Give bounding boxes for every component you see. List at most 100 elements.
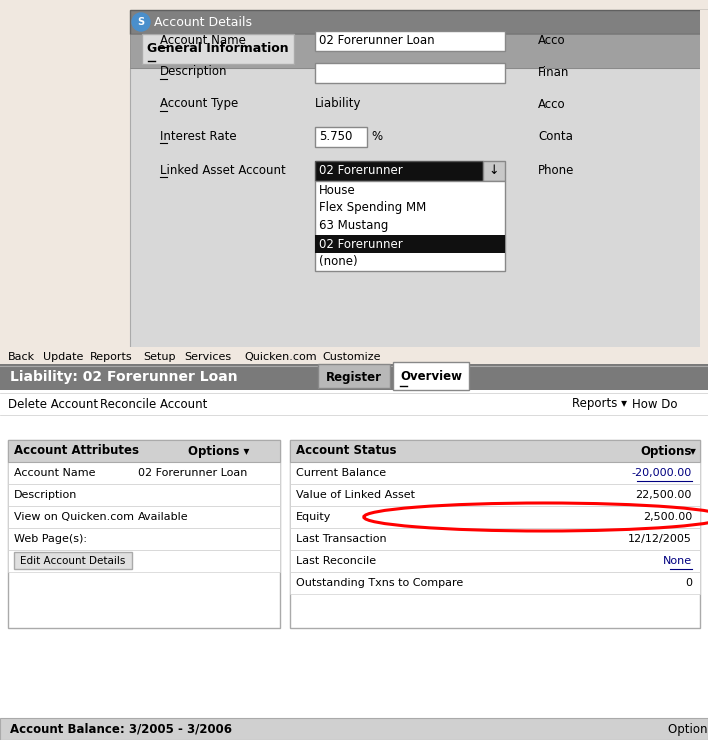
Text: Liability: Liability bbox=[315, 98, 362, 110]
Bar bbox=[8, 484, 280, 506]
Bar bbox=[8, 462, 280, 484]
Text: Interest Rate: Interest Rate bbox=[160, 130, 236, 143]
Text: Phone: Phone bbox=[538, 164, 574, 177]
Text: Update: Update bbox=[42, 352, 83, 362]
Text: Finan: Finan bbox=[538, 66, 569, 78]
Bar bbox=[290, 440, 700, 462]
Bar bbox=[14, 552, 132, 569]
Text: Options ▾: Options ▾ bbox=[668, 722, 708, 736]
Bar bbox=[315, 63, 505, 83]
Text: -20,000.00: -20,000.00 bbox=[632, 468, 692, 478]
Text: Flex Spending MM: Flex Spending MM bbox=[319, 201, 426, 215]
Text: Account Status: Account Status bbox=[296, 445, 396, 457]
Text: Description: Description bbox=[14, 490, 77, 500]
Text: Last Transaction: Last Transaction bbox=[296, 534, 387, 544]
Text: Reports ▾: Reports ▾ bbox=[572, 397, 627, 411]
Text: Delete Account: Delete Account bbox=[8, 397, 98, 411]
Text: Register: Register bbox=[326, 371, 382, 383]
Bar bbox=[0, 347, 708, 367]
Text: Account Balance: 3/2005 - 3/2006: Account Balance: 3/2005 - 3/2006 bbox=[10, 722, 232, 736]
Text: ↓: ↓ bbox=[489, 164, 499, 177]
Text: Available: Available bbox=[138, 512, 188, 522]
Text: None: None bbox=[663, 556, 692, 566]
Bar bbox=[8, 550, 280, 572]
Text: ▾: ▾ bbox=[690, 445, 696, 457]
Bar bbox=[0, 718, 708, 740]
Bar bbox=[700, 10, 708, 350]
Text: Account Type: Account Type bbox=[160, 98, 239, 110]
Text: Last Reconcile: Last Reconcile bbox=[296, 556, 376, 566]
Text: S: S bbox=[137, 17, 144, 27]
Text: Liability: 02 Forerunner Loan: Liability: 02 Forerunner Loan bbox=[10, 370, 238, 384]
Text: Reconcile Account: Reconcile Account bbox=[100, 397, 207, 411]
Text: Account Name: Account Name bbox=[160, 33, 246, 47]
Text: 63 Mustang: 63 Mustang bbox=[319, 220, 389, 232]
Bar bbox=[8, 440, 280, 628]
Text: Quicken.com: Quicken.com bbox=[244, 352, 316, 362]
Bar bbox=[8, 528, 280, 550]
Text: Options ▾: Options ▾ bbox=[188, 445, 249, 457]
Text: Account Details: Account Details bbox=[154, 16, 252, 29]
Text: 22,500.00: 22,500.00 bbox=[636, 490, 692, 500]
Text: How Do: How Do bbox=[632, 397, 678, 411]
Bar bbox=[290, 440, 700, 628]
Text: Linked Asset Account: Linked Asset Account bbox=[160, 164, 286, 177]
Text: Setup: Setup bbox=[144, 352, 176, 362]
Text: Edit Account Details: Edit Account Details bbox=[21, 556, 126, 566]
Bar bbox=[130, 34, 708, 68]
Text: 5.750: 5.750 bbox=[319, 130, 353, 143]
Bar bbox=[290, 462, 700, 484]
Text: Value of Linked Asset: Value of Linked Asset bbox=[296, 490, 415, 500]
Text: Current Balance: Current Balance bbox=[296, 468, 386, 478]
Text: Web Page(s):: Web Page(s): bbox=[14, 534, 87, 544]
Bar bbox=[318, 364, 390, 388]
Text: Conta: Conta bbox=[538, 130, 573, 143]
Bar bbox=[315, 127, 367, 147]
Text: Equity: Equity bbox=[296, 512, 331, 522]
Bar bbox=[315, 235, 505, 253]
Text: Account Attributes: Account Attributes bbox=[14, 445, 139, 457]
Bar bbox=[142, 34, 294, 64]
Text: 2,500.00: 2,500.00 bbox=[643, 512, 692, 522]
Text: 12/12/2005: 12/12/2005 bbox=[628, 534, 692, 544]
Bar bbox=[0, 364, 708, 390]
Bar bbox=[8, 440, 280, 462]
Bar bbox=[8, 506, 280, 528]
Text: Options: Options bbox=[640, 445, 692, 457]
Bar bbox=[393, 362, 469, 390]
Text: Outstanding Txns to Compare: Outstanding Txns to Compare bbox=[296, 578, 463, 588]
Bar bbox=[315, 181, 505, 271]
Text: Acco: Acco bbox=[538, 33, 566, 47]
Bar bbox=[290, 550, 700, 572]
Bar bbox=[0, 349, 708, 352]
Text: 02 Forerunner: 02 Forerunner bbox=[319, 164, 403, 177]
Bar bbox=[0, 393, 708, 415]
Bar bbox=[290, 572, 700, 594]
Text: 02 Forerunner Loan: 02 Forerunner Loan bbox=[319, 33, 435, 47]
Text: House: House bbox=[319, 184, 355, 197]
Text: Services: Services bbox=[184, 352, 232, 362]
Text: General Information: General Information bbox=[147, 42, 289, 56]
Text: 02 Forerunner: 02 Forerunner bbox=[319, 238, 403, 251]
Bar bbox=[0, 415, 708, 700]
Bar bbox=[315, 31, 505, 51]
Bar bbox=[706, 10, 708, 350]
Text: 0: 0 bbox=[685, 578, 692, 588]
Bar bbox=[132, 12, 708, 352]
Bar bbox=[0, 364, 708, 720]
Text: Reports: Reports bbox=[90, 352, 132, 362]
Text: Description: Description bbox=[160, 66, 227, 78]
Text: Back: Back bbox=[8, 352, 35, 362]
Bar bbox=[130, 68, 708, 350]
Bar bbox=[290, 484, 700, 506]
Text: (none): (none) bbox=[319, 255, 358, 269]
Bar bbox=[483, 161, 505, 181]
Text: 02 Forerunner Loan: 02 Forerunner Loan bbox=[138, 468, 247, 478]
Text: Overview: Overview bbox=[400, 371, 462, 383]
Bar bbox=[290, 528, 700, 550]
Text: Customize: Customize bbox=[322, 352, 381, 362]
Bar bbox=[315, 161, 483, 181]
Bar bbox=[130, 10, 708, 34]
Text: View on Quicken.com: View on Quicken.com bbox=[14, 512, 134, 522]
Bar bbox=[290, 506, 700, 528]
